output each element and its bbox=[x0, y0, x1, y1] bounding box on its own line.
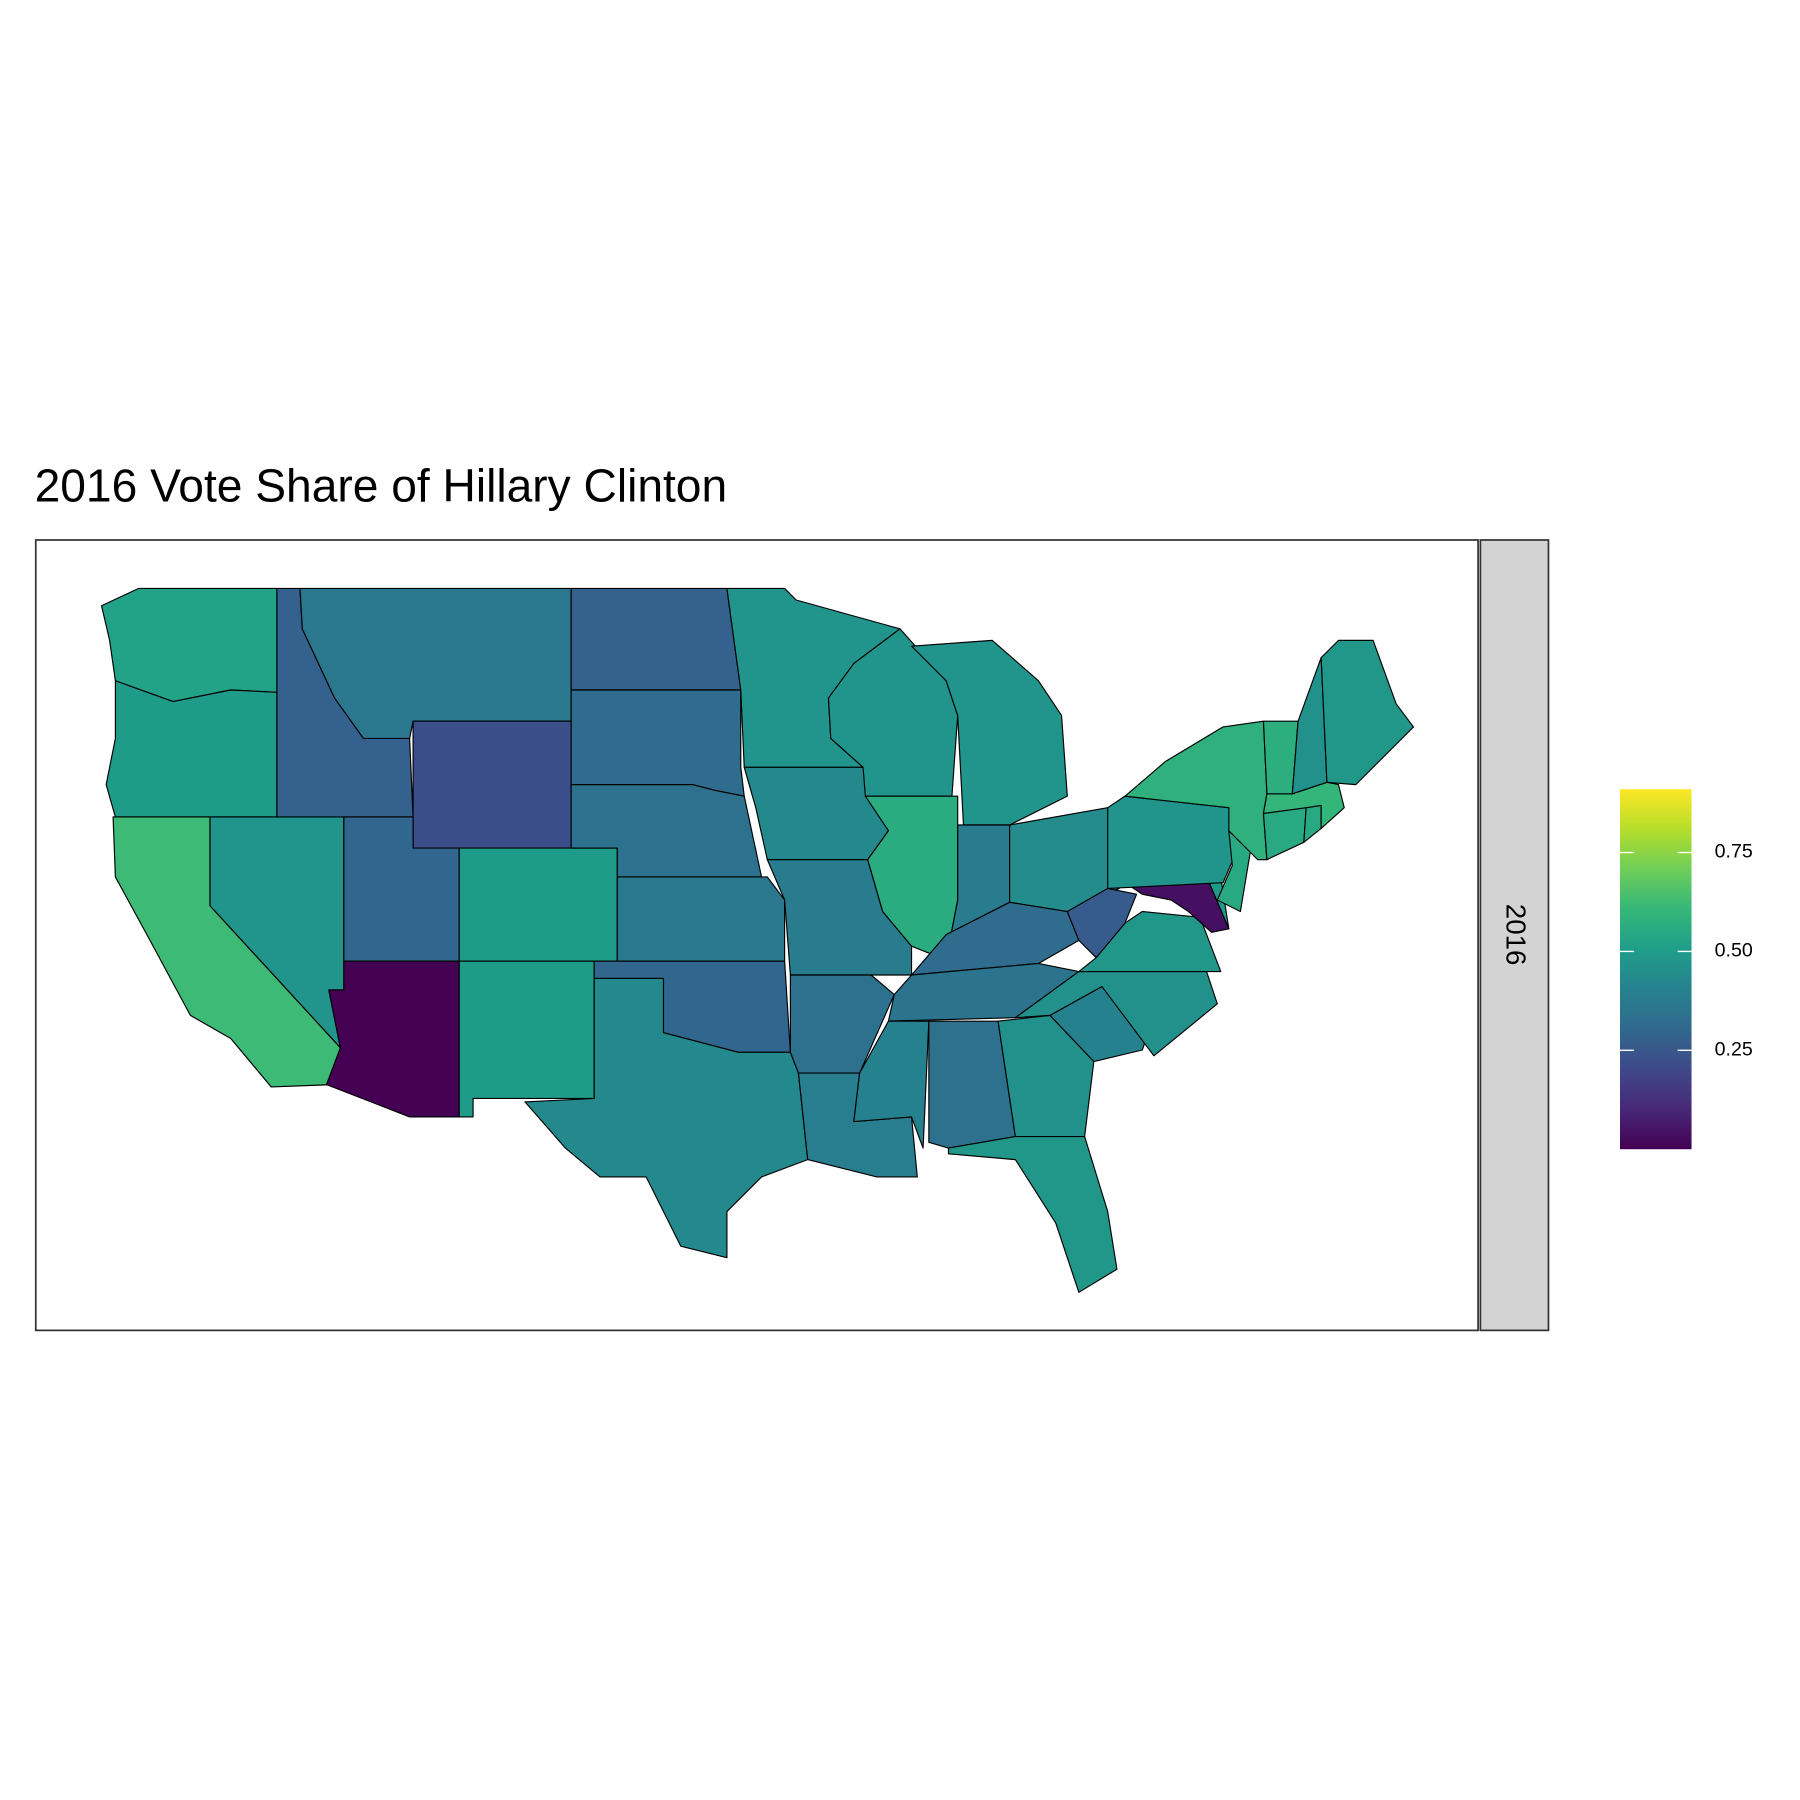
facet-strip bbox=[1479, 539, 1550, 1332]
region bbox=[570, 689, 745, 797]
map-regions bbox=[100, 587, 1415, 1293]
region bbox=[100, 587, 278, 703]
region bbox=[1107, 795, 1241, 890]
region bbox=[524, 977, 809, 1259]
region bbox=[1320, 639, 1415, 786]
colorbar-tick-label: 0.25 bbox=[1715, 1039, 1753, 1061]
region bbox=[412, 720, 572, 849]
region bbox=[105, 680, 278, 818]
facet-label: 2016 bbox=[1501, 904, 1532, 966]
chart-title: 2016 Vote Share of Hillary Clinton bbox=[35, 459, 728, 511]
region bbox=[947, 1135, 1118, 1293]
colorbar bbox=[1620, 789, 1692, 1150]
colorbar-tick-label: 0.75 bbox=[1715, 841, 1753, 863]
region bbox=[570, 587, 742, 691]
colorbar-tick-label: 0.50 bbox=[1715, 940, 1753, 962]
region bbox=[458, 847, 618, 962]
region bbox=[853, 1020, 930, 1149]
region bbox=[616, 876, 786, 962]
region bbox=[827, 628, 959, 797]
region bbox=[458, 960, 595, 1118]
region bbox=[910, 639, 1068, 826]
